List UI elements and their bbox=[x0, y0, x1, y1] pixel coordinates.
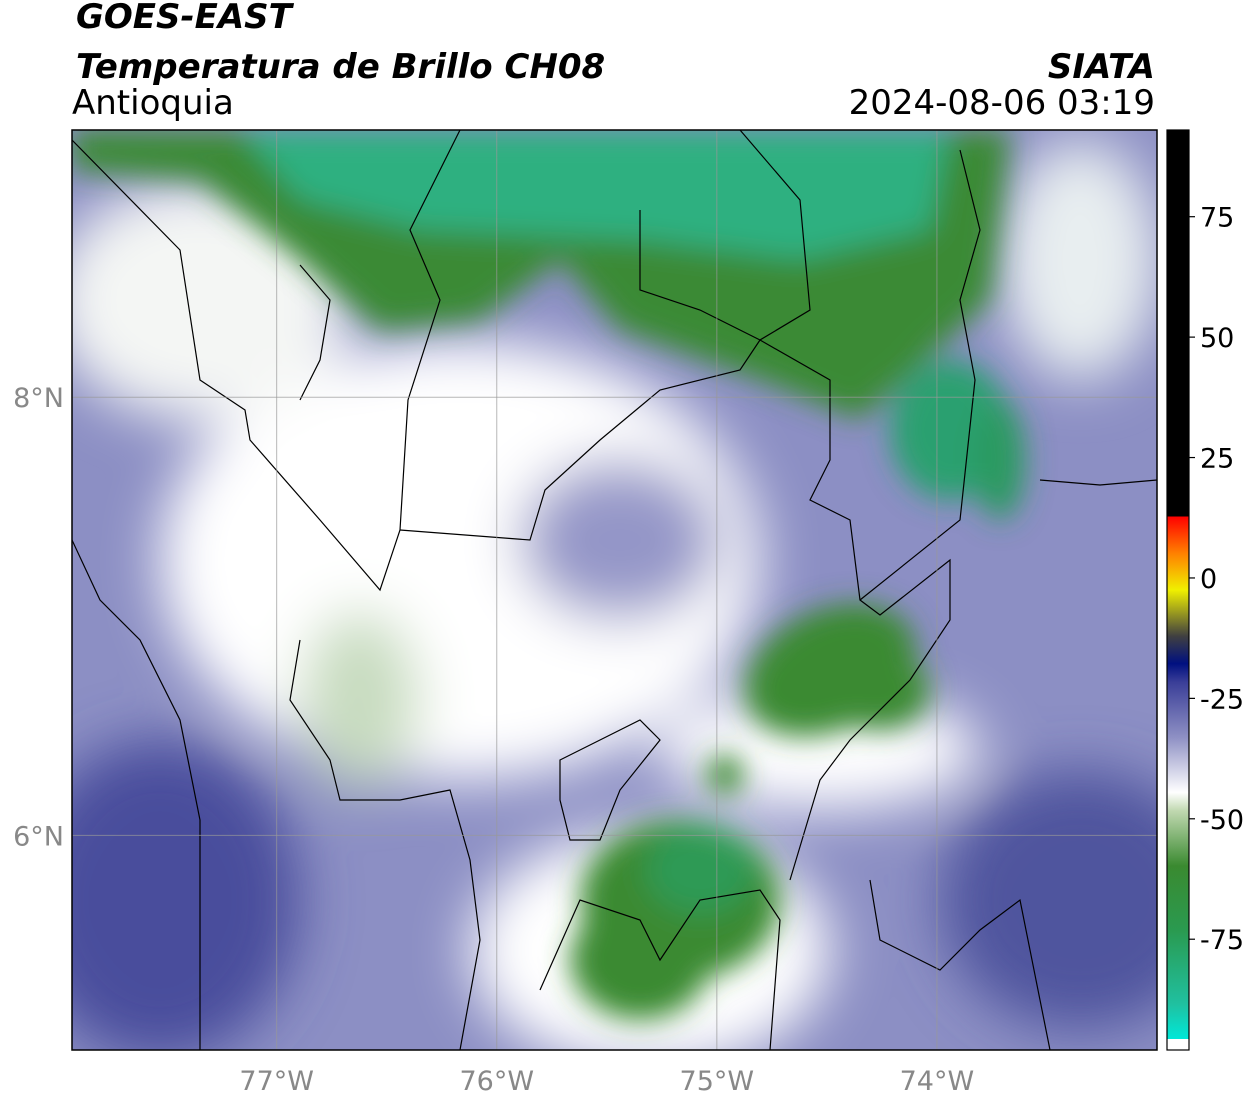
satellite-image bbox=[72, 130, 1157, 1050]
x-tick-label: 76°W bbox=[459, 1066, 534, 1097]
colorbar-tick-label: -25 bbox=[1200, 684, 1244, 715]
x-tick-label: 74°W bbox=[900, 1066, 975, 1097]
region: Antioquia bbox=[72, 83, 234, 123]
colorbar bbox=[1166, 129, 1190, 1051]
colorbar-tick-label: 50 bbox=[1200, 323, 1234, 354]
boundaries bbox=[72, 130, 1157, 1050]
y-tick-label: 8°N bbox=[13, 383, 64, 414]
colorbar-tick-label: -75 bbox=[1200, 925, 1244, 956]
colorbar-tick-label: 75 bbox=[1200, 203, 1234, 234]
colorbar-tick-label: 25 bbox=[1200, 444, 1234, 475]
grid bbox=[72, 130, 1157, 1050]
map-frame bbox=[71, 129, 1158, 1051]
colorbar-tick-label: -50 bbox=[1200, 805, 1244, 836]
colorbar-tick-label: 0 bbox=[1200, 564, 1217, 595]
datetime: 2024-08-06 03:19 bbox=[849, 83, 1155, 123]
product: Temperatura de Brillo CH08 bbox=[76, 47, 605, 87]
x-tick-label: 77°W bbox=[239, 1066, 314, 1097]
colorbar-ticks: 75 50 25 0 -25 -50 -75 bbox=[1189, 203, 1244, 956]
y-tick-label: 6°N bbox=[13, 821, 64, 852]
source: SIATA bbox=[1048, 47, 1155, 87]
header: GOES-EAST Temperatura de Brillo CH08 Ant… bbox=[72, 0, 1155, 123]
x-tick-label: 75°W bbox=[680, 1066, 755, 1097]
satellite: GOES-EAST bbox=[76, 0, 295, 37]
